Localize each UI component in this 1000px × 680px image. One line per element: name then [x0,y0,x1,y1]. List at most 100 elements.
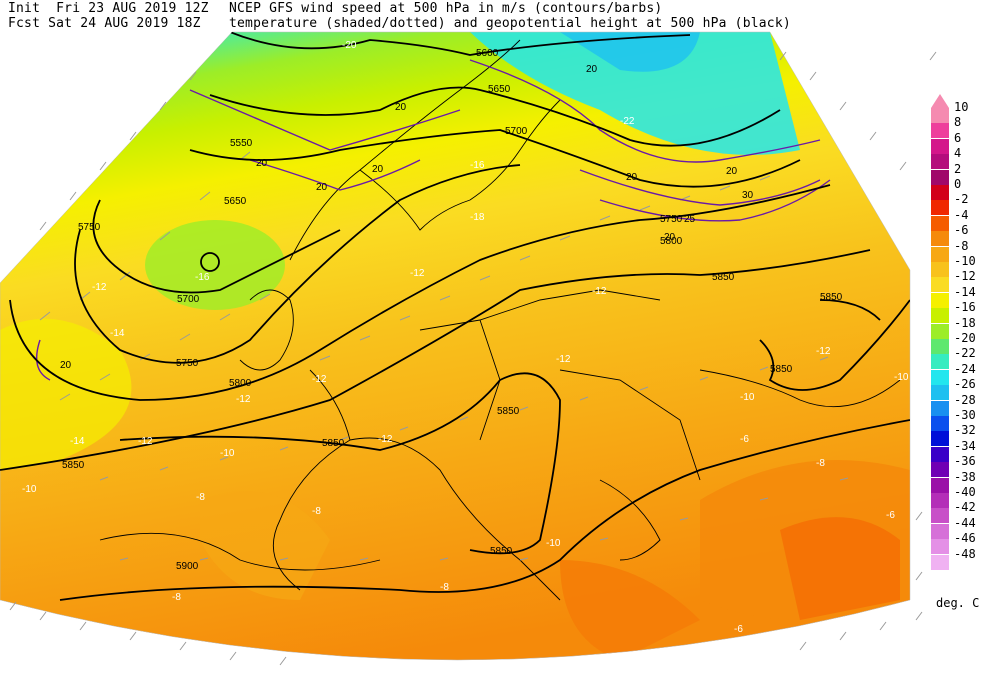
wind-label: 20 [664,232,676,243]
init-time: Init Fri 23 AUG 2019 12Z [8,1,209,16]
height-label: 5850 [712,272,735,283]
colorbar-swatch [931,108,949,123]
coastlines [99,39,901,601]
temperature-label: -12 [556,354,571,365]
title-line-1: NCEP GFS wind speed at 500 hPa in m/s (c… [229,1,663,16]
temperature-label: -6 [886,510,895,521]
colorbar-label: 8 [954,115,962,130]
colorbar-swatch [931,169,949,185]
colorbar-label: -10 [954,254,976,268]
colorbar-label: -32 [954,423,976,438]
temperature-label: -10 [220,448,235,459]
temperature-label: -22 [620,116,635,127]
colorbar-label: -24 [954,361,976,376]
temperature-label: -16 [195,272,210,283]
colorbar-swatch [931,554,949,570]
colorbar-label: -12 [954,269,976,284]
colorbar-swatch [931,508,949,524]
colorbar-swatch [931,354,949,370]
temperature-label: -12 [592,286,607,297]
colorbar-label: -34 [954,438,976,453]
height-label: 5700 [505,126,528,137]
colorbar-label: -26 [954,377,976,392]
wind-label: 20 [256,158,268,169]
height-contours [0,32,910,601]
temperature-label: -14 [110,328,125,339]
height-label: 5850 [820,292,843,303]
colorbar-swatch [931,462,949,478]
temperature-label: -14 [70,436,85,447]
temperature-label: -20 [342,40,357,51]
height-label: 5750 [176,358,199,369]
wind-speed-contours [36,59,831,381]
height-label: 5750 [660,214,683,225]
temperature-label: -10 [894,372,909,383]
colorbar-swatch [931,523,949,539]
temperature-label: -10 [740,392,755,403]
colorbar-label: -28 [954,392,976,407]
colorbar-label: -16 [954,300,976,315]
height-label: 5900 [176,561,199,572]
colorbar-units: deg. C [936,596,980,610]
temperature-label: -8 [312,506,321,517]
wind-label: 20 [316,182,328,193]
height-label: 5850 [490,546,513,557]
height-label: 5850 [322,438,345,449]
colorbar-swatch [931,185,949,200]
temperature-label: -12 [410,268,425,279]
wind-speed-labels: 20 20 20 20 20 20 25 20 30 20 20 [60,64,754,371]
height-label: 5750 [78,222,101,233]
title-line-2: temperature (shaded/dotted) and geopoten… [229,16,791,31]
colorbar-label: -20 [954,331,976,345]
low-center [200,252,220,272]
wind-label: 25 [684,214,696,225]
colorbar-swatch [931,154,949,170]
temperature-label: -12 [138,436,153,447]
colorbar-label: 6 [954,130,962,145]
colorbar-arrow-top [931,94,949,108]
map-domain-outline [0,31,911,661]
colorbar-label: -36 [954,454,976,469]
colorbar-swatch [931,246,949,262]
colorbar-label: -38 [954,469,976,484]
colorbar-label: -44 [954,515,976,530]
colorbar-swatch [931,477,949,493]
wind-label: 20 [626,172,638,183]
colorbar-swatch [931,123,949,139]
colorbar-label: -8 [954,238,969,253]
colorbar-swatch [931,277,949,293]
colorbar-swatch [931,262,949,277]
height-label: 5650 [488,84,511,95]
temperature-label: -12 [236,394,251,405]
colorbar-label: -42 [954,500,976,515]
colorbar-label: 2 [954,161,962,176]
colorbar-swatch [931,416,949,431]
colorbar-swatch [931,385,949,401]
wind-label: 20 [60,360,72,371]
colorbar-swatch [931,369,949,385]
colorbar-swatch [931,539,949,555]
temperature-label: -16 [470,160,485,171]
wind-label: 20 [372,164,384,175]
temperature-label: -12 [92,282,107,293]
colorbar-swatch [931,400,949,416]
temperature-labels: -20 -18 -16 -14 -12 -12 -12 -12 -12 -12 … [22,40,909,635]
temperature-label: -12 [312,374,327,385]
temperature-label: -10 [546,538,561,549]
wind-label: 20 [395,102,407,113]
wind-label: 30 [742,190,754,201]
height-label: 5850 [770,364,793,375]
temperature-label: -8 [440,582,449,593]
wind-barbs-outside [9,51,937,666]
colorbar-label: 4 [954,146,962,161]
wind-label: 20 [586,64,598,75]
height-label: 5650 [224,196,247,207]
temperature-label: -12 [816,346,831,357]
colorbar-swatch [931,339,949,354]
colorbar-label: -18 [954,315,976,330]
colorbar-swatch [931,323,949,339]
colorbar-label: -2 [954,192,969,207]
height-label: 5800 [660,236,683,247]
colorbar-swatch [931,231,949,247]
